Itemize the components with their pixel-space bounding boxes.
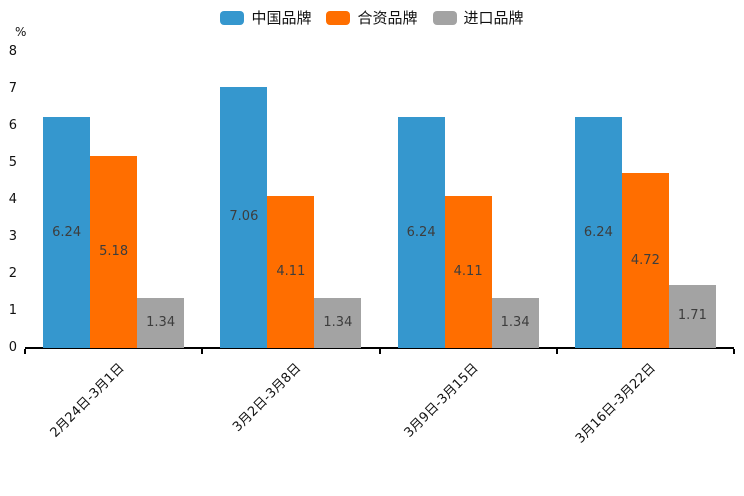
bar (220, 86, 268, 348)
y-axis-tick-label: 7 (8, 81, 17, 96)
legend-label-joint-venture-brand: 合资品牌 (357, 9, 418, 27)
bar-value-label: 4.11 (453, 263, 483, 279)
bar (621, 173, 669, 348)
bar (444, 195, 492, 348)
bar (668, 284, 716, 348)
x-axis-category-label: 3月16日-3月22日 (573, 360, 659, 447)
y-axis-tick-label: 8 (8, 44, 17, 59)
legend-swatch-joint-venture-brand (326, 10, 351, 25)
bar-value-label: 5.18 (99, 244, 129, 260)
bar-value-label: 1.71 (677, 308, 707, 324)
legend-item-joint-venture-brand: 合资品牌 (326, 7, 418, 28)
x-axis-tick (378, 349, 381, 354)
x-axis-category-label: 2月24日-3月1日 (47, 360, 128, 441)
bar-value-label: 6.24 (52, 224, 82, 240)
x-axis-tick (555, 349, 558, 354)
y-axis-tick-label: 6 (8, 118, 17, 133)
x-axis-category-label: 3月9日-3月15日 (401, 360, 482, 441)
bar-value-label: 6.24 (406, 224, 436, 240)
y-axis-unit-label: % (15, 25, 27, 39)
bar (267, 195, 315, 348)
legend-label-import-brand: 进口品牌 (463, 9, 524, 27)
bar (397, 117, 445, 348)
bar-value-label: 7.06 (229, 209, 259, 225)
legend-swatch-china-brand (220, 10, 245, 25)
legend-item-import-brand: 进口品牌 (432, 7, 524, 28)
bar-value-label: 1.34 (500, 315, 530, 331)
bar-value-label: 1.34 (323, 315, 353, 331)
bar-value-label: 1.34 (146, 315, 176, 331)
legend-swatch-import-brand (432, 10, 457, 25)
y-axis-tick-label: 1 (8, 303, 17, 318)
legend-label-china-brand: 中国品牌 (251, 9, 312, 27)
legend-item-china-brand: 中国品牌 (220, 7, 311, 28)
legend: 中国品牌 合资品牌 进口品牌 (0, 7, 744, 28)
y-axis-tick-label: 0 (8, 340, 17, 355)
x-axis-tick (201, 349, 204, 354)
x-axis-tick (24, 349, 26, 354)
x-axis-tick (733, 349, 735, 354)
bar-value-label: 6.24 (583, 224, 613, 240)
y-axis-tick-label: 4 (8, 192, 17, 207)
bar (491, 298, 539, 348)
y-axis-tick-label: 5 (8, 155, 17, 170)
x-axis-line (25, 347, 734, 349)
y-axis-tick-label: 3 (8, 229, 17, 244)
bar (137, 298, 185, 348)
bar (90, 156, 138, 348)
bar (314, 298, 362, 348)
bar (43, 117, 91, 348)
y-axis-tick-label: 2 (8, 266, 17, 281)
bar-value-label: 4.72 (630, 252, 660, 268)
bar-value-label: 4.11 (276, 263, 306, 279)
x-axis-category-label: 3月2日-3月8日 (230, 360, 305, 435)
bar (574, 117, 622, 348)
